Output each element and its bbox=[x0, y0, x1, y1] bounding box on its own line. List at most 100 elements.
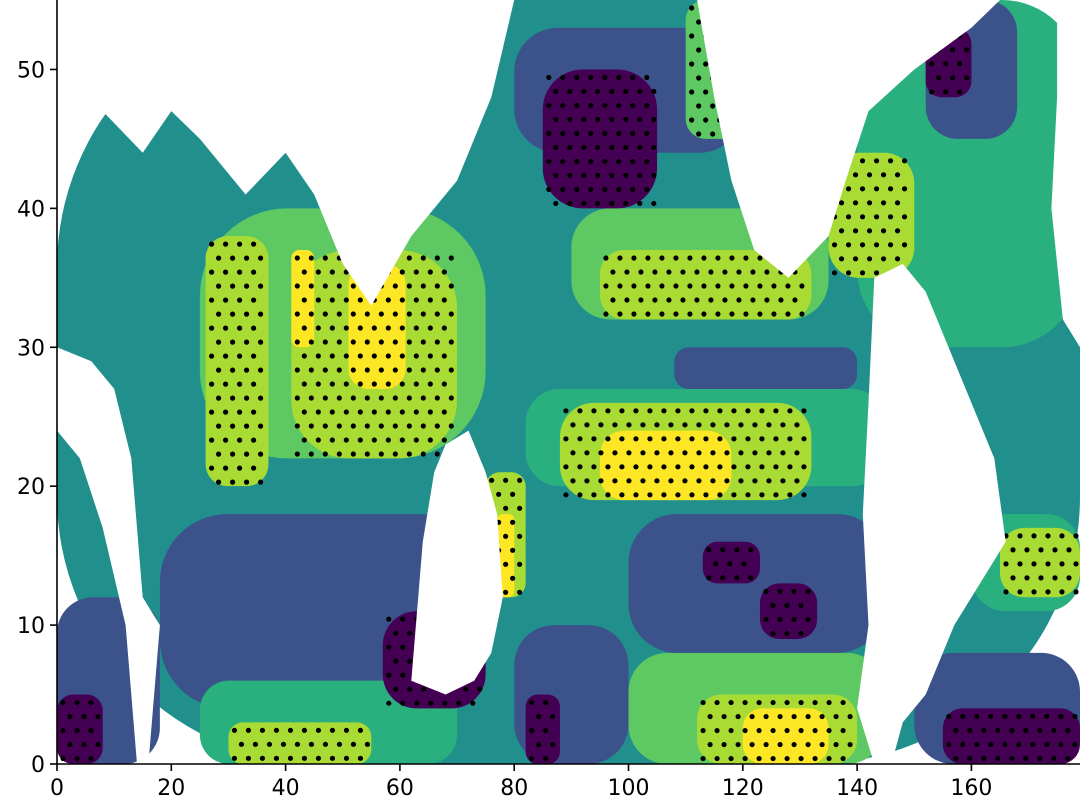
stipple-dot bbox=[689, 61, 695, 67]
stipple-dot bbox=[1010, 575, 1016, 581]
stipple-dot bbox=[581, 144, 587, 151]
stipple-dot bbox=[1030, 713, 1036, 720]
stipple-dot bbox=[477, 686, 483, 692]
stipple-dot bbox=[866, 200, 873, 206]
stipple-dot bbox=[616, 102, 622, 109]
stipple-dot bbox=[666, 297, 672, 303]
stipple-dot bbox=[623, 116, 629, 123]
stipple-dot bbox=[722, 297, 728, 303]
land-area-5 bbox=[800, 0, 823, 112]
stipple-dot bbox=[630, 158, 636, 165]
stipple-dot bbox=[60, 755, 66, 762]
x-tick-label: 140 bbox=[836, 776, 878, 801]
stipple-dot bbox=[463, 686, 469, 692]
stipple-dot bbox=[308, 311, 314, 317]
stipple-dot bbox=[400, 616, 406, 622]
stipple-dot bbox=[1038, 547, 1044, 553]
stipple-dot bbox=[759, 408, 765, 414]
stipple-dot bbox=[750, 269, 756, 275]
stipple-dot bbox=[407, 630, 413, 636]
stipple-dot bbox=[250, 381, 257, 387]
stipple-dot bbox=[651, 144, 657, 151]
contour-region-5 bbox=[228, 722, 372, 764]
stipple-dot bbox=[238, 741, 245, 747]
stipple-dot bbox=[609, 172, 615, 179]
stipple-dot bbox=[386, 672, 392, 678]
stipple-dot bbox=[567, 144, 573, 151]
stipple-dot bbox=[988, 713, 994, 720]
stipple-dot bbox=[682, 450, 688, 456]
stipple-dot bbox=[661, 464, 667, 470]
stipple-dot bbox=[717, 408, 723, 414]
stipple-dot bbox=[385, 325, 391, 331]
stipple-dot bbox=[336, 395, 342, 401]
stipple-dot bbox=[630, 102, 636, 109]
stipple-dot bbox=[780, 478, 786, 484]
stipple-dot bbox=[315, 353, 321, 359]
stipple-dot bbox=[208, 241, 215, 247]
stipple-dot bbox=[560, 130, 566, 137]
contour-region-23 bbox=[674, 347, 858, 389]
stipple-dot bbox=[731, 492, 737, 498]
stipple-dot bbox=[640, 422, 646, 428]
stipple-dot bbox=[866, 172, 873, 178]
stipple-dot bbox=[771, 283, 777, 289]
stipple-dot bbox=[243, 255, 250, 261]
stipple-dot bbox=[385, 381, 391, 387]
stipple-dot bbox=[229, 255, 236, 261]
stipple-dot bbox=[529, 699, 535, 706]
stipple-group-8 bbox=[529, 699, 556, 762]
stipple-dot bbox=[591, 408, 597, 414]
stipple-dot bbox=[721, 713, 727, 720]
stipple-dot bbox=[659, 311, 665, 317]
stipple-dot bbox=[602, 186, 608, 193]
stipple-dot bbox=[294, 367, 300, 373]
stipple-dot bbox=[1016, 741, 1022, 748]
stipple-dot bbox=[929, 89, 935, 95]
stipple-dot bbox=[633, 436, 639, 442]
stipple-dot bbox=[729, 311, 735, 317]
stipple-dot bbox=[301, 755, 308, 761]
stipple-group-10 bbox=[700, 699, 853, 762]
stipple-dot bbox=[322, 395, 328, 401]
stipple-dot bbox=[315, 325, 321, 331]
stipple-dot bbox=[617, 311, 623, 317]
stipple-dot bbox=[510, 575, 516, 581]
stipple-dot bbox=[357, 755, 364, 761]
stipple-dot bbox=[378, 451, 384, 457]
stipple-dot bbox=[215, 311, 222, 317]
x-tick-label: 40 bbox=[272, 776, 300, 801]
stipple-dot bbox=[301, 437, 307, 443]
stipple-dot bbox=[336, 741, 343, 747]
stipple-dot bbox=[287, 727, 294, 733]
stipple-dot bbox=[1065, 755, 1071, 762]
stipple-dot bbox=[734, 547, 740, 553]
stipple-dot bbox=[616, 130, 622, 137]
stipple-dot bbox=[787, 492, 793, 498]
stipple-dot bbox=[588, 130, 594, 137]
stipple-dot bbox=[1024, 547, 1030, 553]
stipple-dot bbox=[687, 311, 693, 317]
stipple-dot bbox=[630, 74, 636, 81]
stipple-dot bbox=[647, 492, 653, 498]
stipple-dot bbox=[294, 423, 300, 429]
stipple-dot bbox=[357, 297, 363, 303]
stipple-dot bbox=[393, 630, 399, 636]
stipple-dot bbox=[631, 311, 637, 317]
stipple-dot bbox=[743, 311, 749, 317]
stipple-dot bbox=[570, 450, 576, 456]
stipple-dot bbox=[799, 283, 805, 289]
stipple-dot bbox=[329, 325, 335, 331]
stipple-dot bbox=[236, 297, 243, 303]
stipple-dot bbox=[887, 158, 894, 164]
stipple-dot bbox=[503, 505, 509, 511]
stipple-dot bbox=[245, 727, 252, 733]
stipple-dot bbox=[350, 367, 356, 373]
stipple-dot bbox=[637, 172, 643, 179]
stipple-dot bbox=[588, 186, 594, 193]
stipple-dot bbox=[880, 256, 887, 262]
stipple-dot bbox=[687, 255, 693, 261]
stipple-dot bbox=[215, 423, 222, 429]
stipple-dot bbox=[329, 409, 335, 415]
stipple-dot bbox=[659, 283, 665, 289]
